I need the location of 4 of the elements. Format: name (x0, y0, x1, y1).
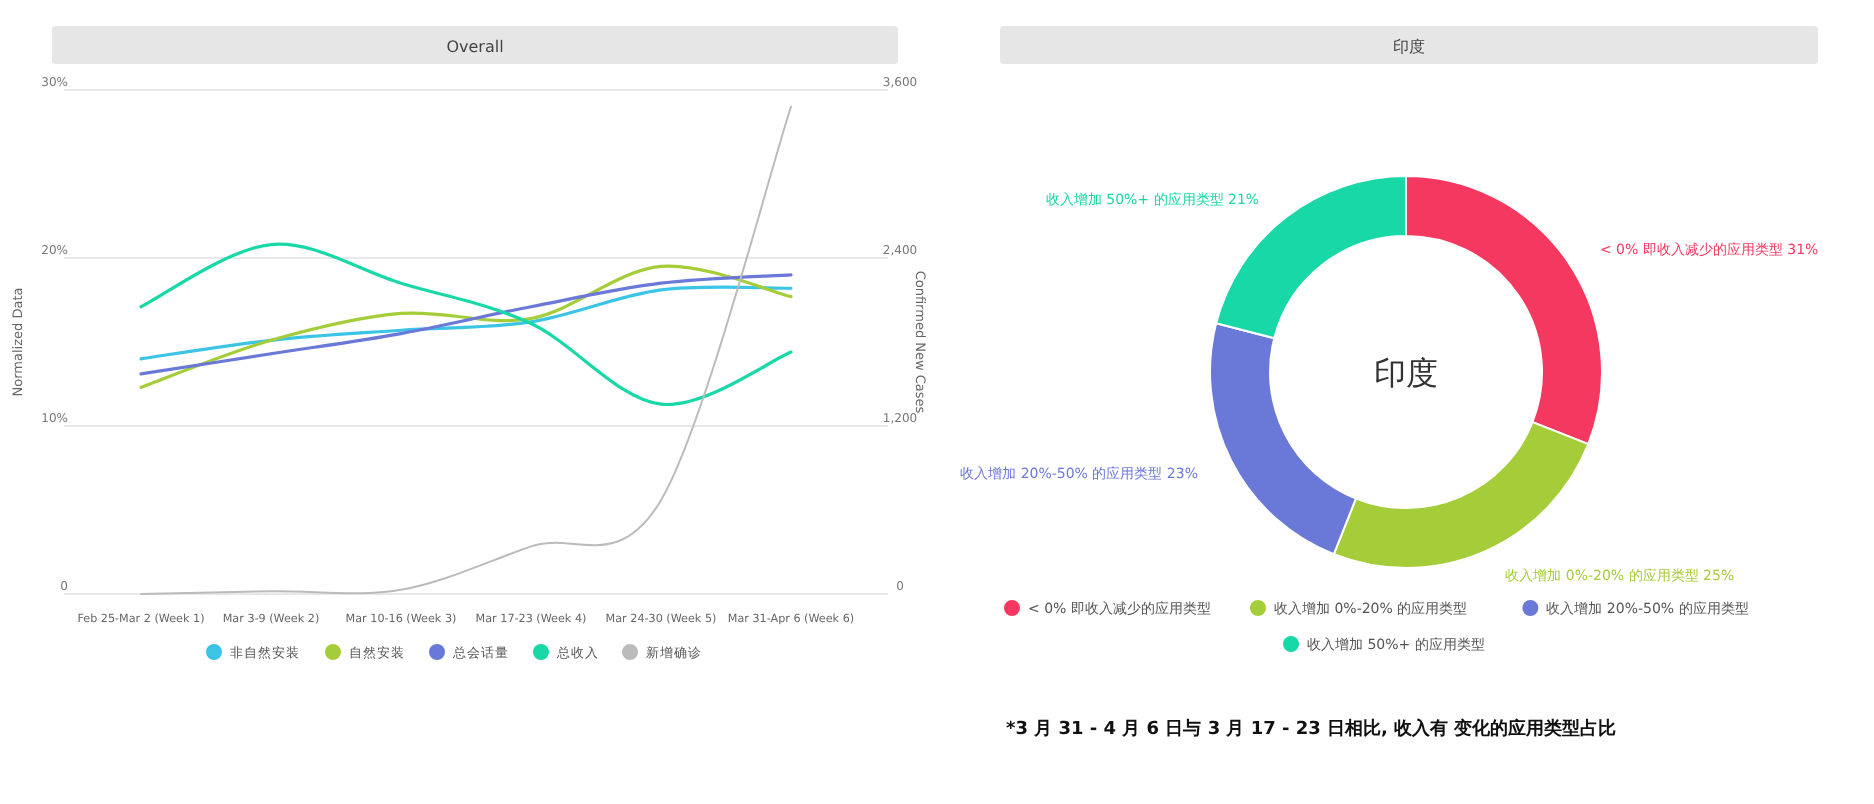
chart-title: Overall (446, 38, 504, 56)
text: *3 月 31 - 4 月 6 日与 3 月 17 - 23 日相比, 收入有 变化的应用类型占比 (1006, 718, 1617, 740)
text: 印度 (1374, 354, 1438, 392)
chart-title: 印度 (1393, 38, 1425, 56)
